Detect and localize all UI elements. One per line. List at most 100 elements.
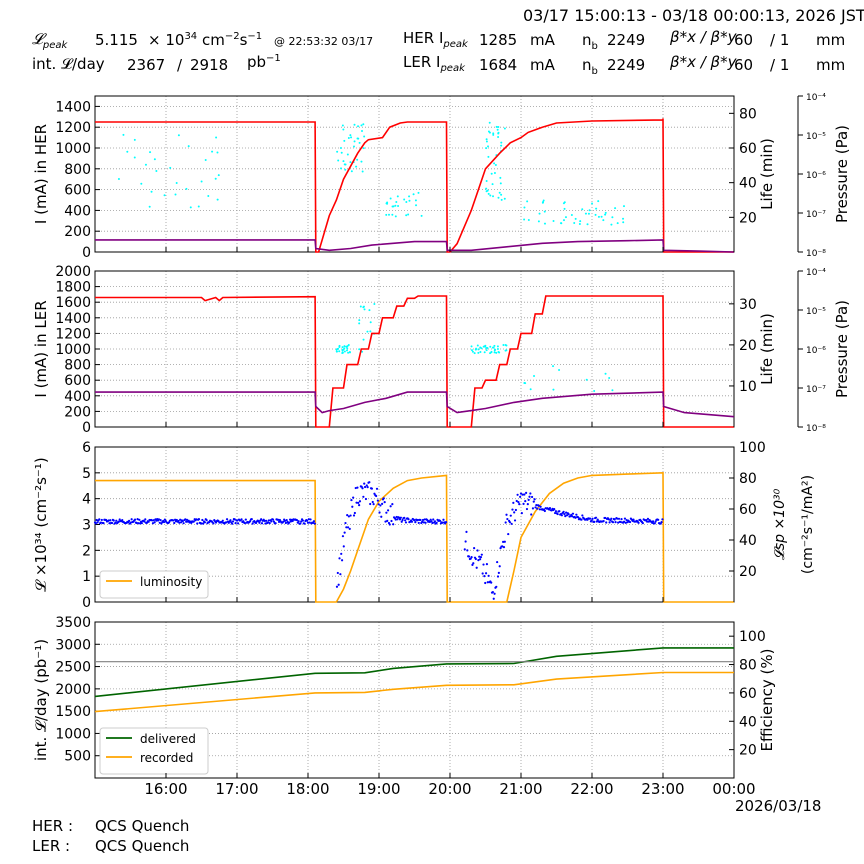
her-y3tick-label: 10⁻⁵ [806, 132, 826, 142]
luminosity-specific-point [340, 559, 344, 562]
her-ipeak-unit: mA [530, 31, 555, 49]
luminosity-specific-point [580, 518, 583, 521]
her-pressure-point [497, 136, 500, 139]
luminosity-specific-point [264, 522, 267, 525]
luminosity-specific-point [616, 517, 619, 520]
ler-ytick-label: 800 [64, 358, 91, 374]
luminosity-specific-point [513, 511, 516, 514]
her-pressure-point [552, 220, 555, 223]
her-pressure-point [602, 219, 605, 222]
her-pressure-point [538, 212, 541, 215]
her-pressure-point [500, 144, 503, 147]
luminosity-specific-point [350, 498, 353, 502]
her-nb-n: n [582, 31, 592, 49]
ler-y2tick-label: 30 [739, 297, 757, 313]
her-pressure-point [144, 163, 147, 166]
luminosity-specific-point [352, 496, 355, 499]
her-pressure-point [491, 183, 494, 186]
luminosity-specific-point [147, 520, 150, 523]
ler-pressure-point [611, 389, 614, 392]
luminosity-specific-point [265, 519, 268, 522]
luminosity-specific-point [481, 572, 484, 575]
her-pressure-point [493, 171, 496, 174]
luminosity-y2label: 𝓛sp ×10³⁰ [772, 488, 788, 560]
luminosity-specific-point [483, 575, 486, 578]
integrated-recorded-line [94, 671, 734, 713]
luminosity-specific-point [288, 521, 291, 524]
luminosity-specific-point [563, 513, 566, 516]
ler-ytick-label: 1400 [55, 311, 91, 327]
luminosity-specific-point [212, 522, 215, 525]
luminosity-specific-point [515, 499, 518, 503]
ler-nb-n: n [582, 56, 592, 74]
luminosity-specific-point [102, 521, 105, 525]
luminosity-specific-point [504, 521, 507, 524]
her-pressure-point [420, 214, 423, 217]
ler-pressure-point [346, 347, 349, 350]
her-pressure-point [492, 133, 495, 136]
ler-pressure-point [358, 322, 361, 325]
luminosity-specific-point [533, 498, 536, 501]
luminosity-specific-point [185, 518, 189, 521]
her-pressure-point [485, 138, 488, 141]
luminosity-specific-point [485, 563, 489, 566]
luminosity-specific-point [98, 518, 101, 521]
ler-pressure-point [341, 352, 344, 355]
luminosity-specific-point [300, 520, 303, 523]
her-pressure-point [126, 150, 129, 153]
luminosity-specific-point [271, 518, 275, 521]
luminosity-specific-point [564, 515, 567, 518]
luminosity-specific-point [342, 545, 345, 548]
luminosity-specific-point [392, 523, 395, 526]
luminosity-specific-point [419, 518, 422, 522]
luminosity-specific-point [107, 519, 110, 522]
her-pressure-point [336, 150, 339, 153]
luminosity-specific-point [339, 573, 342, 576]
luminosity-specific-point [422, 521, 425, 524]
ler-pressure-point [363, 308, 366, 311]
her-pressure-point [595, 207, 598, 210]
luminosity-specific-point [501, 545, 504, 548]
her-pressure-point [597, 215, 600, 218]
her-pressure-point [494, 163, 497, 166]
luminosity-specific-point [138, 518, 141, 521]
ler-pressure-point [347, 351, 350, 354]
luminosity-specific-point [349, 514, 352, 517]
xtick-label: 21:00 [499, 780, 542, 798]
luminosity-specific-point [394, 518, 397, 521]
her-pressure-point [412, 193, 415, 196]
luminosity-specific-point [558, 510, 561, 513]
her-pressure-point [611, 216, 614, 219]
her-status-value: QCS Quench [95, 817, 190, 835]
luminosity-specific-point [426, 518, 429, 522]
her-pressure-point [343, 163, 346, 166]
luminosity-specific-point [463, 548, 466, 551]
luminosity-specific-point [473, 547, 476, 550]
luminosity-specific-point [266, 521, 270, 524]
her-pressure-point [349, 134, 352, 137]
luminosity-specific-point [384, 520, 387, 523]
ler-y2label: Life (min) [758, 313, 776, 385]
luminosity-specific-point [513, 519, 517, 522]
luminosity-specific-point [641, 522, 644, 525]
luminosity-specific-point [129, 521, 132, 524]
luminosity-specific-point [263, 519, 266, 522]
ler-y3label: Pressure (Pa) [833, 300, 851, 398]
lpeak-sub: peak [42, 40, 68, 51]
ler-pressure-point [473, 352, 476, 355]
her-pressure-point [356, 158, 359, 161]
luminosity-specific-point [476, 549, 479, 552]
her-pressure-point [342, 160, 345, 163]
luminosity-specific-point [172, 519, 175, 522]
luminosity-specific-point [383, 501, 386, 504]
luminosity-specific-point [233, 518, 236, 521]
her-beta-x: 60 [734, 31, 754, 49]
luminosity-specific-point [404, 519, 407, 522]
her-pressure-point [562, 219, 565, 222]
luminosity-specific-point [624, 521, 627, 524]
her-pressure-point [140, 182, 143, 185]
intl-unit-exp: −1 [266, 53, 281, 64]
luminosity-specific-point [127, 519, 131, 522]
luminosity-specific-point [526, 503, 529, 506]
her-nb-label: nb [582, 31, 598, 52]
